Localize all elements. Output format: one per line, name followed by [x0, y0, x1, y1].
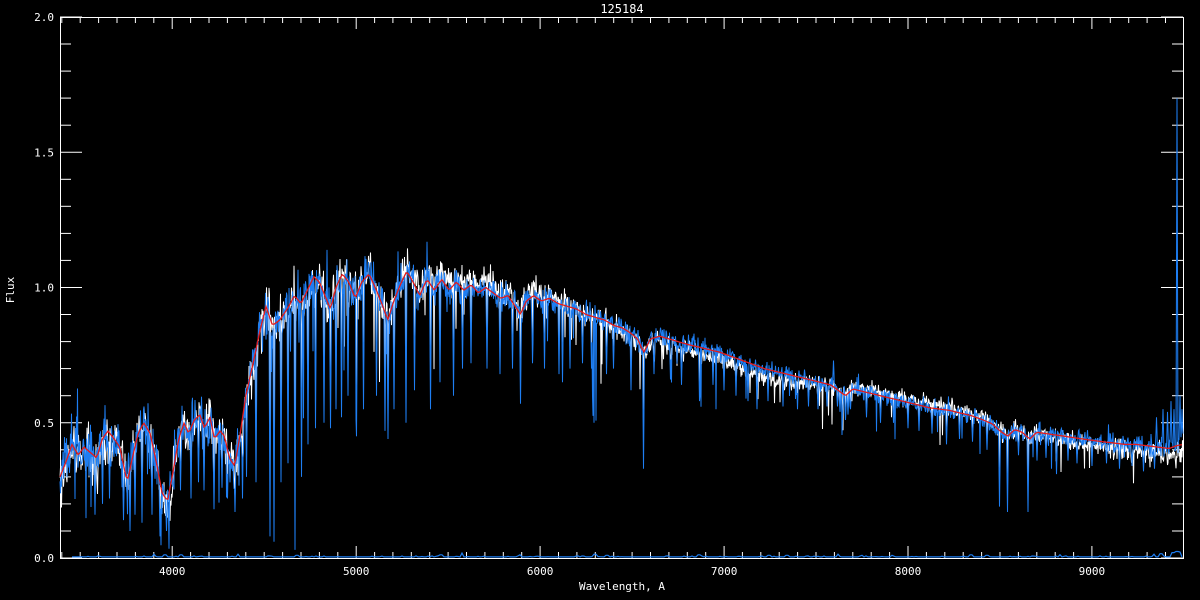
y-axis-label: Flux	[4, 276, 17, 303]
y-tick-label: 1.5	[34, 146, 54, 159]
observed-spectrum-blue	[59, 98, 1184, 550]
y-tick-label: 0.0	[34, 552, 54, 565]
x-tick-label: 8000	[895, 565, 922, 578]
error-spectrum-baseline	[72, 550, 1183, 558]
x-tick-label: 9000	[1079, 565, 1106, 578]
x-tick-label: 5000	[343, 565, 370, 578]
y-tick-label: 2.0	[34, 11, 54, 24]
x-axis-label: Wavelength, A	[579, 580, 665, 593]
model-fit-red	[59, 272, 1183, 500]
chart-title: 125184	[600, 2, 643, 16]
x-tick-label: 4000	[159, 565, 186, 578]
y-tick-label: 0.5	[34, 417, 54, 430]
x-tick-label: 6000	[527, 565, 554, 578]
x-tick-label: 7000	[711, 565, 738, 578]
y-tick-label: 1.0	[34, 282, 54, 295]
